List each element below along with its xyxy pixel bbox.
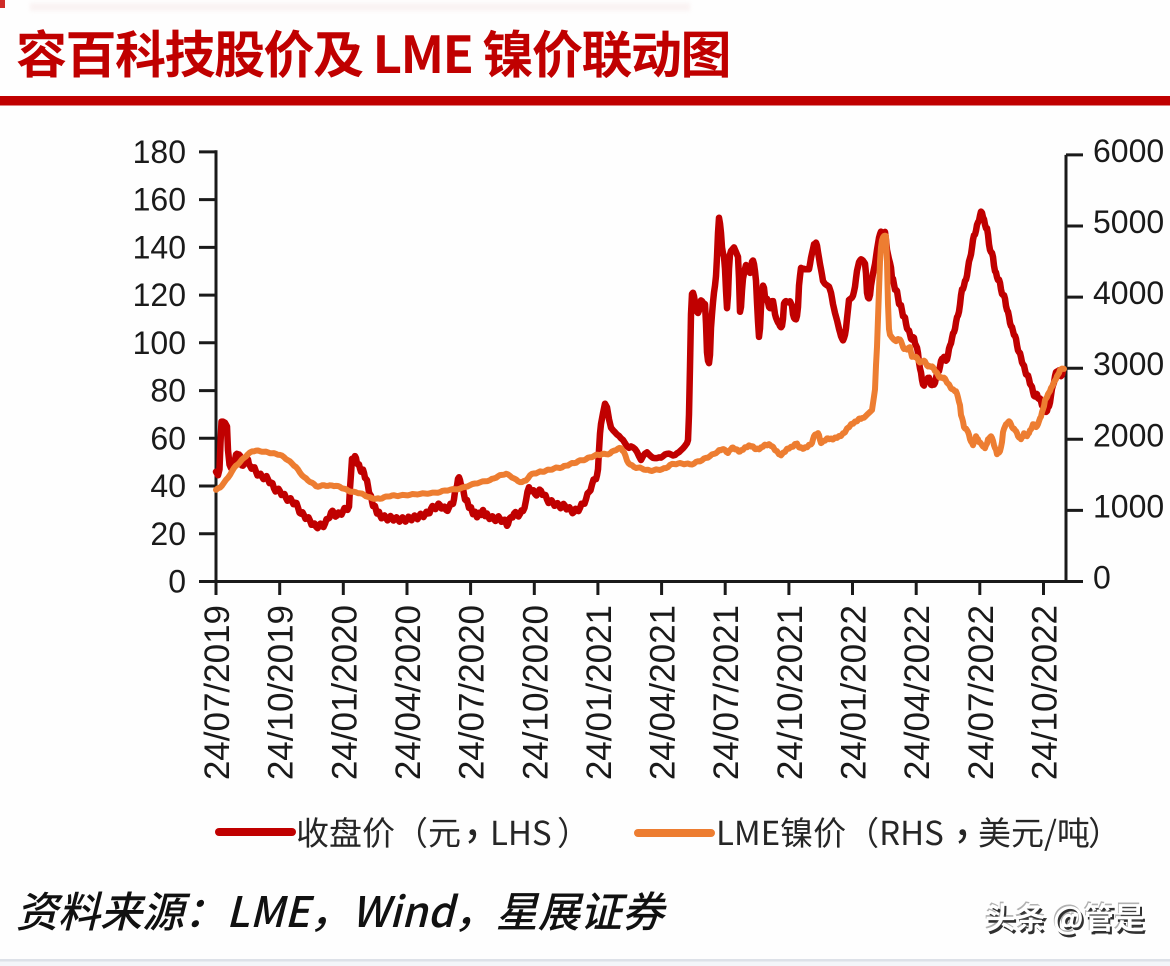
svg-text:2000: 2000 xyxy=(1093,417,1164,453)
svg-text:80: 80 xyxy=(150,373,186,409)
svg-text:24/01/2020: 24/01/2020 xyxy=(325,605,364,780)
svg-text:24/10/2020: 24/10/2020 xyxy=(516,605,555,780)
svg-text:6000: 6000 xyxy=(1093,133,1164,169)
svg-text:4000: 4000 xyxy=(1093,275,1164,311)
svg-text:140: 140 xyxy=(133,229,186,265)
svg-text:100: 100 xyxy=(133,325,186,361)
svg-text:24/04/2021: 24/04/2021 xyxy=(644,605,683,780)
svg-text:24/07/2021: 24/07/2021 xyxy=(707,605,746,780)
svg-text:24/07/2020: 24/07/2020 xyxy=(453,605,492,780)
svg-text:24/10/2021: 24/10/2021 xyxy=(771,605,810,780)
svg-text:24/10/2019: 24/10/2019 xyxy=(262,605,301,780)
svg-text:3000: 3000 xyxy=(1093,346,1164,382)
svg-text:0: 0 xyxy=(168,564,186,600)
svg-text:120: 120 xyxy=(133,277,186,313)
svg-text:24/07/2022: 24/07/2022 xyxy=(962,605,1001,780)
svg-text:24/07/2019: 24/07/2019 xyxy=(198,605,237,780)
svg-text:24/01/2021: 24/01/2021 xyxy=(580,605,619,780)
svg-text:160: 160 xyxy=(133,182,186,218)
svg-text:24/10/2022: 24/10/2022 xyxy=(1026,605,1065,780)
svg-text:40: 40 xyxy=(150,468,186,504)
svg-text:60: 60 xyxy=(150,420,186,456)
svg-text:24/04/2020: 24/04/2020 xyxy=(389,605,428,780)
svg-text:1000: 1000 xyxy=(1093,488,1164,524)
svg-text:5000: 5000 xyxy=(1093,204,1164,240)
svg-text:24/01/2022: 24/01/2022 xyxy=(835,605,874,780)
svg-text:0: 0 xyxy=(1093,560,1111,596)
svg-text:24/04/2022: 24/04/2022 xyxy=(898,605,937,780)
svg-text:180: 180 xyxy=(133,134,186,170)
svg-text:20: 20 xyxy=(150,516,186,552)
